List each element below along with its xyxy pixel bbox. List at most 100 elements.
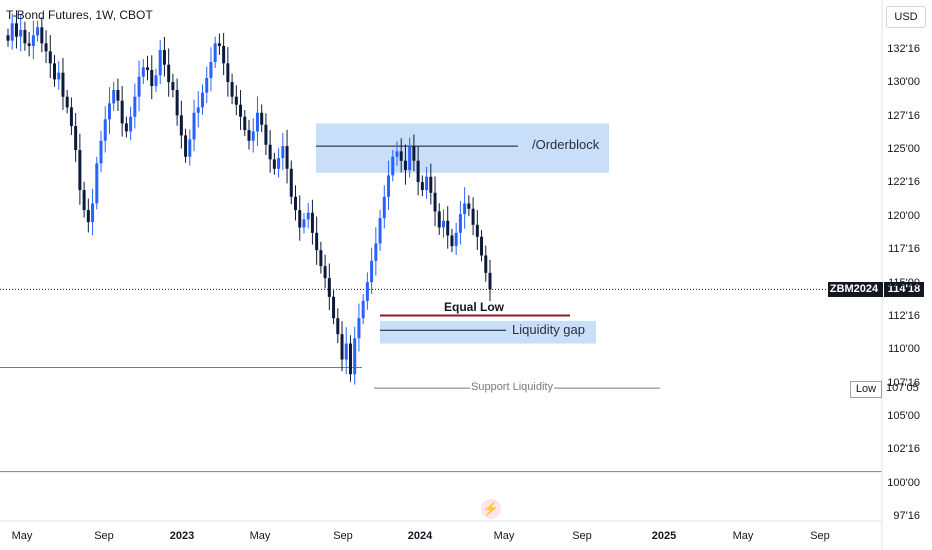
liquidity-gap-zone: [380, 320, 596, 344]
orderblock-annotation[interactable]: /Orderblock: [532, 137, 600, 152]
candle-body: [10, 23, 14, 41]
candle-body: [154, 75, 158, 87]
y-tick-label: 115'00: [888, 276, 920, 289]
candle-body: [437, 211, 441, 228]
candle-body: [310, 212, 314, 233]
candle-body: [306, 212, 310, 220]
equal-low-annotation[interactable]: Equal Low: [444, 300, 504, 314]
candle-body: [192, 112, 196, 140]
candle-body: [374, 243, 378, 261]
candle-body: [188, 139, 192, 157]
candle-body: [14, 23, 18, 37]
zone-layer: [316, 123, 609, 344]
candle-body: [441, 220, 445, 228]
current-price-tag: ZBM2024 114'18: [828, 282, 924, 297]
candle-body: [277, 158, 281, 169]
candle-body: [27, 43, 31, 46]
candle-body: [222, 45, 226, 64]
candle-body: [475, 224, 479, 237]
candle-body: [141, 67, 145, 77]
candle-body: [255, 112, 259, 132]
candle-body: [336, 318, 340, 335]
candle-body: [146, 67, 150, 71]
candle-body: [272, 159, 276, 169]
symbol-label: ZBM2024: [829, 283, 879, 295]
candle-body: [446, 220, 450, 236]
candle-body: [420, 182, 424, 191]
candle-body: [91, 203, 95, 223]
chart-title: T-Bond Futures, 1W, CBOT: [6, 8, 153, 22]
y-tick-label: 100'00: [887, 476, 920, 489]
candle-body: [378, 218, 382, 244]
candle-body: [403, 160, 407, 171]
y-tick-label: 125'00: [887, 143, 920, 156]
x-tick-label: Sep: [333, 530, 353, 542]
candle-body: [158, 50, 162, 76]
candle-body: [391, 156, 395, 176]
y-tick-label: 127'16: [887, 109, 920, 122]
y-tick-label: 112'16: [888, 309, 920, 322]
tradingview-logo-icon[interactable]: ⚡: [481, 499, 501, 519]
candle-body: [484, 255, 488, 273]
candle-body: [65, 96, 69, 108]
candle-body: [175, 90, 179, 116]
candle-body: [281, 146, 285, 159]
y-tick-label: 97'16: [893, 510, 920, 522]
liquidity-gap-annotation[interactable]: Liquidity gap: [512, 322, 585, 337]
candle-body: [488, 272, 492, 290]
candle-body: [399, 151, 403, 161]
x-tick-label: May: [249, 530, 271, 542]
candle-body: [370, 260, 374, 283]
candle-body: [167, 64, 171, 83]
candle-body: [217, 43, 221, 46]
currency-selector[interactable]: USD: [886, 6, 926, 28]
candle-body: [433, 192, 437, 212]
candle-body: [150, 70, 154, 87]
candle-body: [112, 90, 116, 104]
candle-body: [200, 92, 204, 108]
candle-body: [454, 232, 458, 247]
candle-body: [184, 135, 188, 157]
y-tick-label: 132'16: [887, 43, 920, 55]
y-tick-label: 110'00: [888, 343, 920, 356]
candle-body: [302, 219, 306, 228]
x-tick-label: May: [732, 530, 754, 542]
candle-body: [247, 130, 251, 141]
candle-body: [458, 214, 462, 233]
candle-body: [395, 151, 399, 157]
candle-body: [268, 144, 272, 160]
candle-body: [323, 266, 327, 279]
y-tick-label: 107'16: [887, 376, 920, 389]
candle-body: [298, 210, 302, 228]
candle-body: [19, 29, 23, 37]
candle-body: [6, 35, 10, 41]
orderblock-zone: [316, 123, 609, 173]
candle-body: [408, 146, 412, 171]
candle-body: [48, 51, 52, 64]
candle-body: [107, 103, 111, 120]
candle-body: [82, 190, 86, 211]
candle-body: [61, 72, 65, 97]
x-tick-label: Sep: [810, 530, 830, 542]
y-tick-label: 122'16: [887, 176, 920, 189]
candle-body: [239, 104, 243, 117]
candle-body: [285, 146, 289, 169]
support-liquidity-annotation[interactable]: Support Liquidity: [470, 381, 554, 393]
last-price-label: 114'18: [883, 282, 924, 297]
x-tick-label: Sep: [94, 530, 114, 542]
candle-body: [425, 176, 429, 191]
candle-body: [86, 210, 90, 223]
candle-body: [179, 115, 183, 136]
candle-body: [137, 76, 141, 97]
candle-body: [365, 282, 369, 301]
candle-body: [162, 50, 166, 65]
candle-body: [57, 72, 61, 80]
candle-body: [40, 27, 44, 44]
x-tick-label: 2025: [651, 530, 677, 542]
candle-body: [213, 43, 217, 63]
candle-body: [196, 107, 200, 113]
y-tick-label: 105'00: [887, 409, 920, 422]
candle-body: [171, 82, 175, 91]
candle-body: [357, 318, 361, 339]
